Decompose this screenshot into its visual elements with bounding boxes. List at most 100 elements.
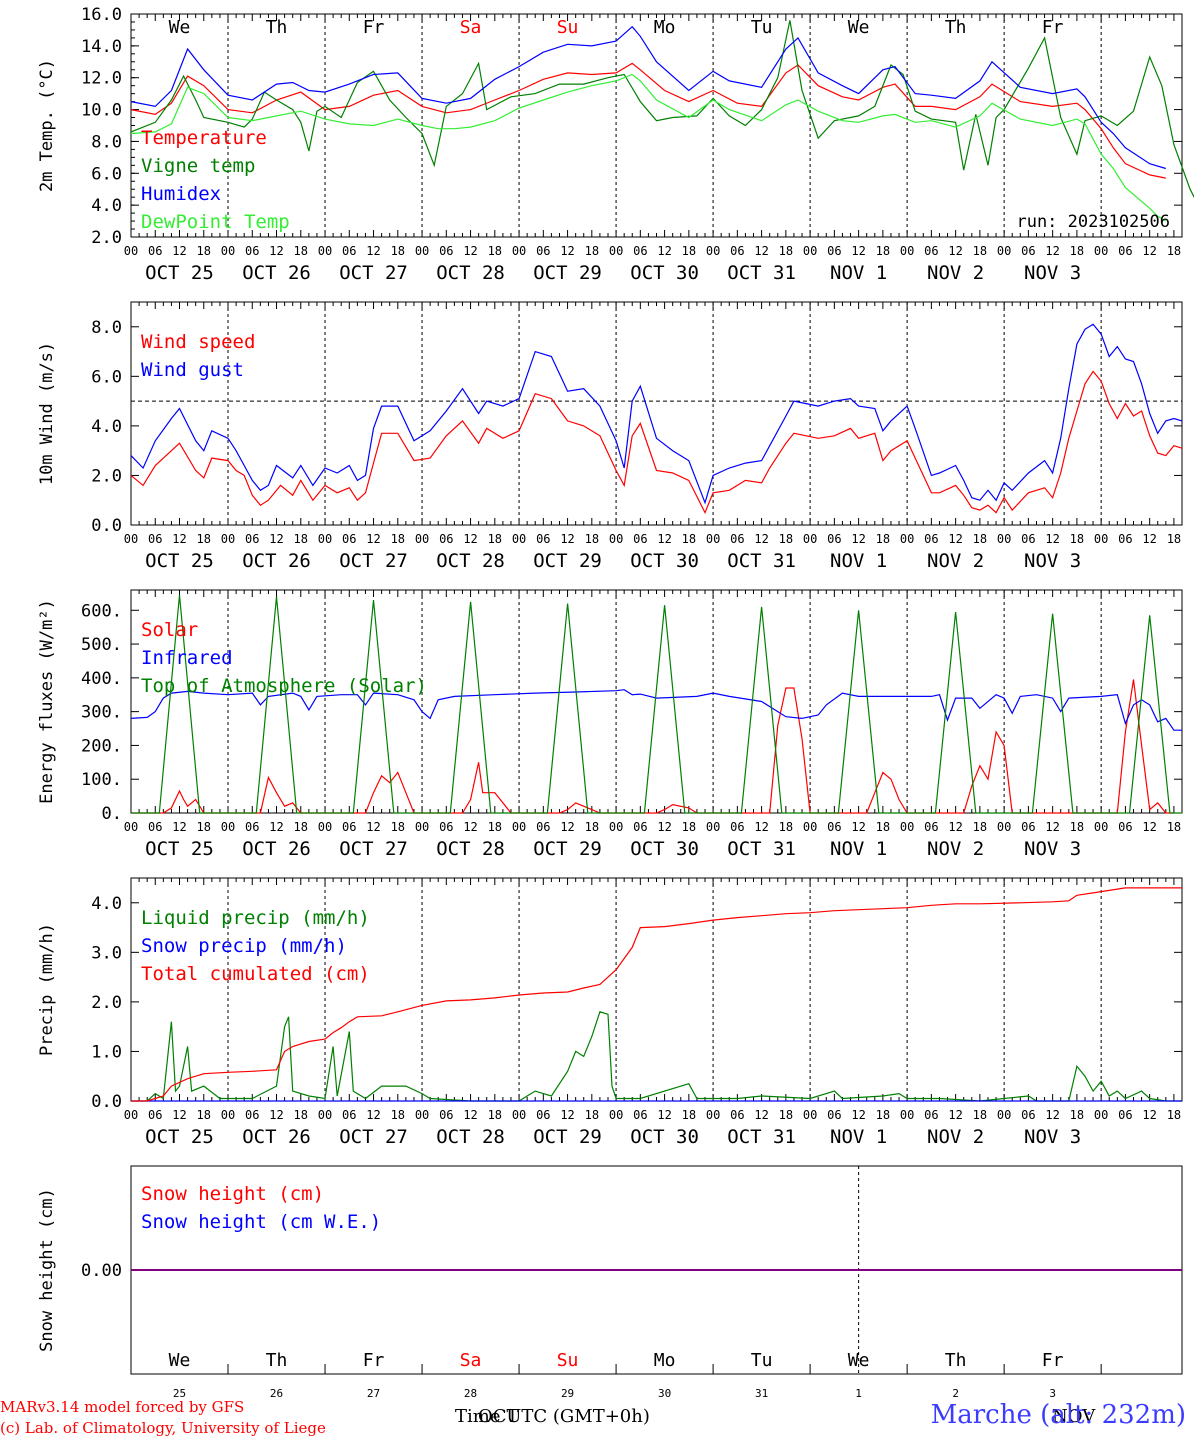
y-tick-label: 14.0 [81, 37, 122, 57]
station-label: Marche (alt: 232m) [930, 1400, 1186, 1430]
hour-tick-label: 06 [245, 244, 259, 258]
hour-tick-label: 12 [269, 820, 283, 834]
hour-tick-label: 06 [924, 244, 938, 258]
y-tick-label: 0.0 [91, 1092, 122, 1112]
hour-tick-label: 18 [197, 244, 211, 258]
y-tick-label: 4.0 [91, 417, 122, 437]
hour-tick-label: 12 [851, 1108, 865, 1122]
hour-tick-label: 06 [439, 244, 453, 258]
hour-tick-label: 00 [997, 532, 1011, 546]
run-label: run: 2023102506 [1016, 212, 1170, 232]
date-label: OCT 27 [339, 838, 408, 860]
hour-tick-label: 18 [585, 532, 599, 546]
hour-tick-label: 00 [415, 820, 429, 834]
hour-tick-label: 00 [609, 244, 623, 258]
date-label: OCT 30 [630, 550, 699, 572]
hour-tick-label: 00 [803, 1108, 817, 1122]
weekday-label: Su [557, 1350, 579, 1371]
hour-tick-label: 06 [148, 532, 162, 546]
hour-tick-label: 12 [560, 1108, 574, 1122]
hour-tick-label: 18 [876, 820, 890, 834]
legend-item: Infrared [141, 647, 233, 669]
series-line-temperature [130, 62, 1166, 179]
y-axis-label: 10m Wind (m/s) [37, 342, 57, 485]
hour-tick-label: 00 [609, 820, 623, 834]
month-label-oct: OCT [478, 1406, 519, 1427]
day-number-label: 27 [367, 1387, 380, 1400]
y-tick-label: 0. [102, 804, 122, 824]
hour-tick-label: 00 [415, 244, 429, 258]
hour-tick-label: 06 [1118, 820, 1132, 834]
y-axis-label: Snow height (cm) [37, 1188, 57, 1352]
hour-tick-label: 12 [560, 532, 574, 546]
date-label: OCT 26 [242, 550, 311, 572]
panel-temperature [130, 13, 1194, 238]
hour-tick-label: 00 [706, 1108, 720, 1122]
hour-tick-label: 12 [366, 820, 380, 834]
hour-tick-label: 00 [318, 244, 332, 258]
hour-tick-label: 12 [269, 244, 283, 258]
y-tick-label: 1.0 [91, 1042, 122, 1062]
hour-tick-label: 06 [1021, 244, 1035, 258]
plot-frame-temperature [130, 13, 1183, 238]
weekday-label: Fr [1042, 1350, 1064, 1371]
hour-tick-label: 00 [221, 820, 235, 834]
hour-tick-label: 00 [124, 1108, 138, 1122]
hour-tick-label: 06 [730, 532, 744, 546]
date-label: NOV 3 [1024, 262, 1081, 284]
hour-tick-label: 18 [973, 820, 987, 834]
hour-tick-label: 18 [585, 820, 599, 834]
date-label: OCT 27 [339, 1126, 408, 1148]
day-number-label: 25 [173, 1387, 186, 1400]
hour-tick-label: 00 [318, 532, 332, 546]
hour-tick-label: 06 [342, 532, 356, 546]
y-axis-label: Precip (mm/h) [37, 923, 57, 1056]
date-label: OCT 28 [436, 262, 505, 284]
weekday-label: Su [557, 17, 579, 38]
legend-item: Wind speed [141, 331, 255, 353]
hour-tick-label: 00 [124, 820, 138, 834]
hour-tick-label: 18 [294, 244, 308, 258]
hour-tick-label: 00 [803, 532, 817, 546]
hour-tick-label: 06 [1021, 820, 1035, 834]
hour-tick-label: 00 [997, 1108, 1011, 1122]
time-axis-label: Time UTC (GMT+0h) [455, 1406, 650, 1427]
legend-item: Solar [141, 619, 198, 641]
hour-tick-label: 12 [366, 244, 380, 258]
hour-tick-label: 06 [1118, 1108, 1132, 1122]
hour-tick-label: 12 [1045, 1108, 1059, 1122]
hour-tick-label: 12 [948, 820, 962, 834]
panel-energy [130, 589, 1183, 814]
hour-tick-label: 06 [633, 532, 647, 546]
day-number-label: 26 [270, 1387, 283, 1400]
hour-tick-label: 18 [294, 820, 308, 834]
date-label: NOV 1 [830, 550, 887, 572]
hour-tick-label: 12 [851, 532, 865, 546]
date-label: OCT 26 [242, 262, 311, 284]
hour-tick-label: 00 [221, 532, 235, 546]
hour-tick-label: 06 [245, 1108, 259, 1122]
y-tick-label: 300. [81, 703, 122, 723]
hour-tick-label: 18 [1167, 244, 1181, 258]
weekday-label: Tu [751, 17, 773, 38]
hour-tick-label: 18 [1070, 1108, 1084, 1122]
hour-tick-label: 06 [245, 532, 259, 546]
weekday-label: Mo [654, 1350, 676, 1371]
legend-item: Top of Atmosphere (Solar) [141, 675, 427, 697]
hour-tick-label: 18 [1070, 244, 1084, 258]
y-tick-label: 200. [81, 736, 122, 756]
series-line-solar [131, 679, 1174, 814]
day-number-label: 2 [952, 1387, 959, 1400]
date-label: OCT 29 [533, 550, 602, 572]
hour-tick-label: 00 [900, 532, 914, 546]
hour-tick-label: 18 [779, 1108, 793, 1122]
day-number-label: 1 [855, 1387, 862, 1400]
hour-tick-label: 18 [197, 820, 211, 834]
y-tick-label: 6.0 [91, 367, 122, 387]
hour-tick-label: 18 [1167, 532, 1181, 546]
weekday-label: We [848, 17, 870, 38]
hour-tick-label: 18 [294, 532, 308, 546]
hour-tick-label: 12 [366, 532, 380, 546]
y-tick-label: 6.0 [91, 164, 122, 184]
